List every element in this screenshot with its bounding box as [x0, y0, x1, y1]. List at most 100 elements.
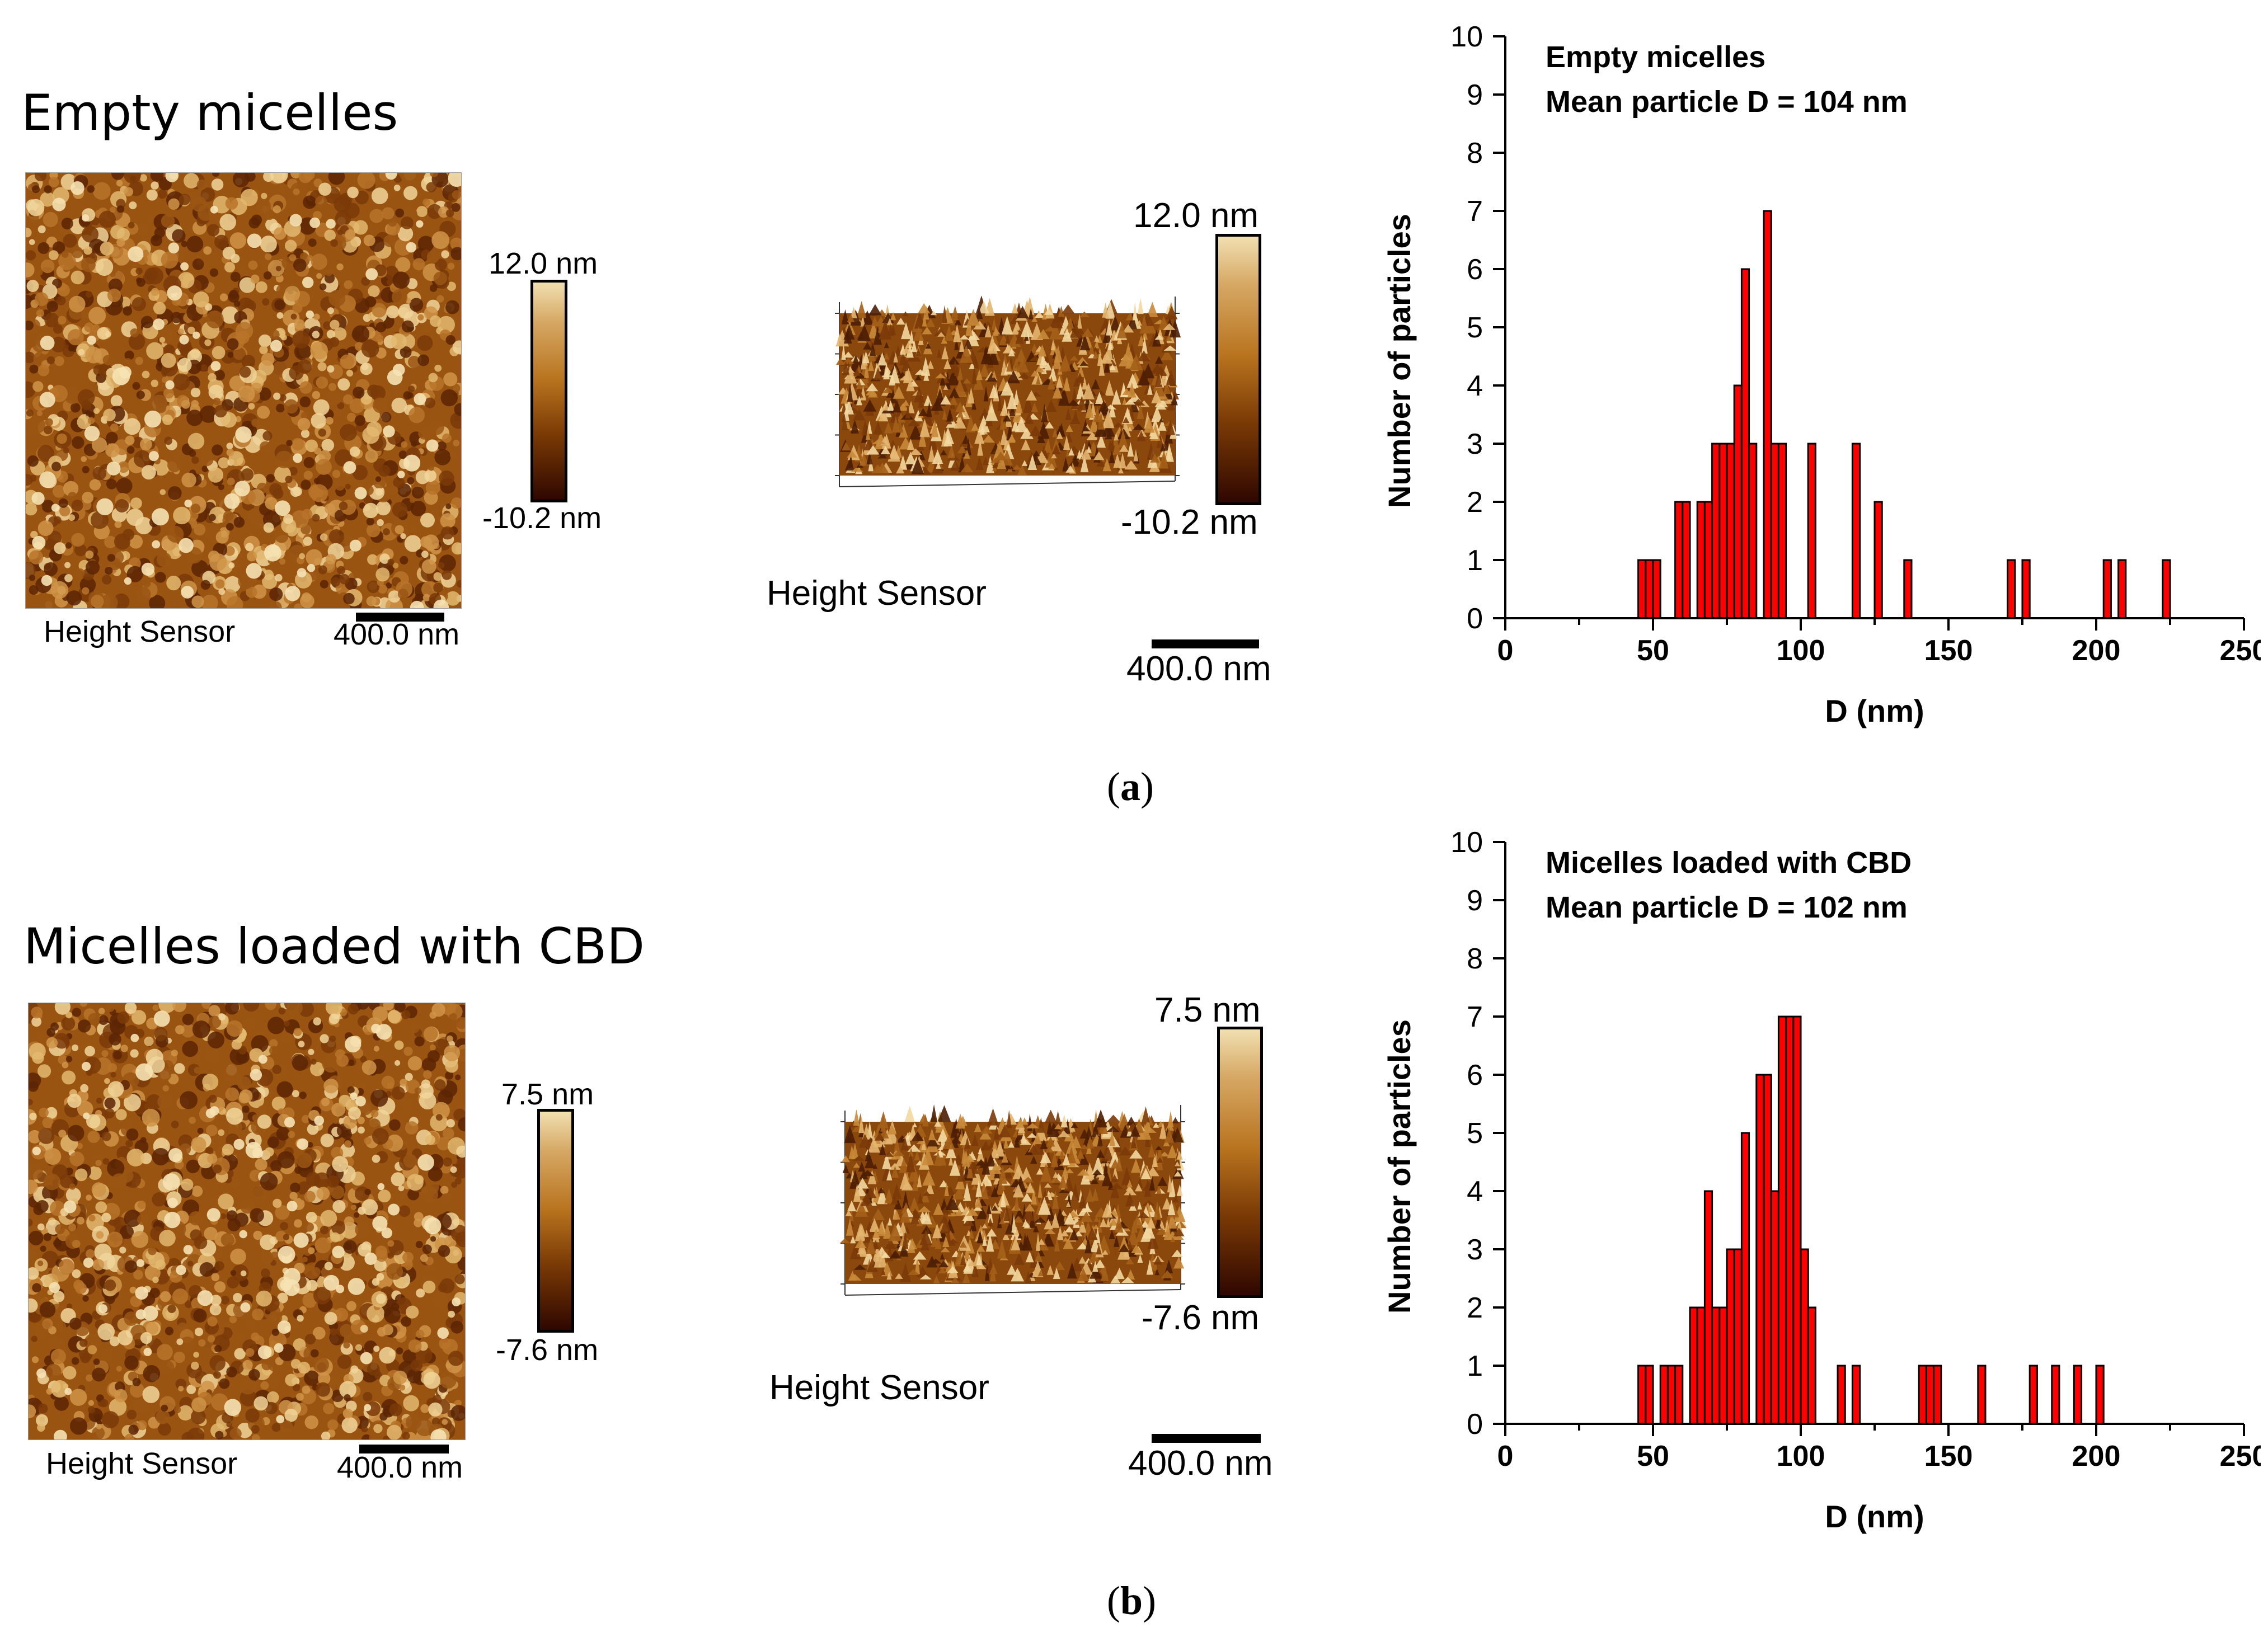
- caption-b: (b): [1107, 1578, 1157, 1623]
- histogram-b-bar-3: [1666, 1365, 1677, 1425]
- histogram-a-ylabel: Number of particles: [1382, 214, 1417, 508]
- histogram-a-annotation-1: Empty micelles: [1546, 40, 1765, 74]
- colorbar-3d-b: [1217, 1027, 1263, 1298]
- histogram-a-bar-22: [2102, 559, 2112, 619]
- scale-label-3d-b: 400.0 nm: [1128, 1444, 1273, 1483]
- histogram-b-bar-17: [1785, 1015, 1795, 1425]
- colorbar-3d-min-a: -10.2 nm: [1121, 503, 1258, 542]
- height-sensor-label-3d-b: Height Sensor: [769, 1368, 989, 1407]
- histogram-a-bar-14: [1770, 443, 1779, 619]
- histogram-a-bar-7: [1711, 443, 1721, 619]
- histogram-b-bar-6: [1696, 1306, 1706, 1425]
- histogram-b-annotation-1: Micelles loaded with CBD: [1546, 846, 1912, 879]
- colorbar-2d-a: [530, 280, 567, 502]
- histogram-a-bar-5: [1696, 501, 1706, 619]
- histogram-b-bar-0: [1637, 1365, 1647, 1425]
- histogram-a-bar-0: [1637, 559, 1647, 619]
- histogram-a-bar-13: [1763, 210, 1772, 619]
- afm-2d-image-a: [25, 172, 462, 609]
- histogram-a-y-tick-label: 1: [1467, 544, 1483, 577]
- histogram-a-bar-17: [1851, 443, 1861, 619]
- scale-bar-3d-a: [1152, 639, 1259, 648]
- histogram-b-y-tick-label: 0: [1467, 1408, 1483, 1441]
- histogram-b-bar-11: [1733, 1248, 1743, 1425]
- histogram-a-y-tick-label: 4: [1467, 370, 1483, 402]
- histogram-b-y-tick-label: 5: [1467, 1117, 1483, 1150]
- histogram-b-bar-7: [1703, 1190, 1713, 1425]
- histogram-b-bar-4: [1674, 1365, 1684, 1425]
- colorbar-3d-max-a: 12.0 nm: [1133, 196, 1259, 235]
- colorbar-2d-b: [537, 1109, 574, 1333]
- histogram-a-x-tick-label: 0: [1497, 634, 1514, 667]
- histogram-b-bar-1: [1645, 1365, 1654, 1425]
- histogram-b-annotation-2: Mean particle D = 102 nm: [1546, 891, 1908, 924]
- histogram-b-bar-14: [1763, 1074, 1772, 1425]
- histogram-b-x-tick-label: 200: [2072, 1440, 2121, 1473]
- scale-bar-2d-b: [359, 1445, 449, 1453]
- histogram-a-bar-20: [2007, 559, 2016, 619]
- histogram-a-y-tick-label: 9: [1467, 79, 1483, 111]
- histogram-a-y-tick-label: 8: [1467, 137, 1483, 170]
- histogram-a-bar-21: [2021, 559, 2031, 619]
- histogram-a-bar-24: [2162, 559, 2171, 619]
- histogram-b-bar-10: [1726, 1248, 1735, 1425]
- histogram-a-x-tick-label: 50: [1637, 634, 1669, 667]
- colorbar-2d-max-a: 12.0 nm: [489, 247, 598, 280]
- histogram-b-bar-23: [1918, 1365, 1927, 1425]
- histogram-a-bar-3: [1674, 501, 1684, 619]
- histogram-a-x-tick-label: 100: [1777, 634, 1825, 667]
- histogram-a-x-tick-label: 200: [2072, 634, 2121, 667]
- histogram-b-y-tick-label: 4: [1467, 1175, 1483, 1208]
- histogram-a-bar-1: [1645, 559, 1654, 619]
- histogram-b-bar-9: [1718, 1306, 1728, 1425]
- histogram-a-y-tick-label: 3: [1467, 428, 1483, 460]
- histogram-b-bar-19: [1800, 1248, 1809, 1425]
- histogram-a-y-tick-label: 10: [1450, 21, 1483, 53]
- histogram-b-y-tick-label: 6: [1467, 1059, 1483, 1092]
- histogram-a-annotation-2: Mean particle D = 104 nm: [1546, 85, 1908, 119]
- histogram-b-y-tick-label: 9: [1467, 885, 1483, 917]
- histogram-a-bar-18: [1873, 501, 1883, 619]
- panel-a-title: Empty micelles: [21, 84, 398, 142]
- histogram-a-y-tick-label: 6: [1467, 253, 1483, 286]
- histogram-a-bar-19: [1903, 559, 1913, 619]
- histogram-b-y-tick-label: 3: [1467, 1234, 1483, 1266]
- histogram-a-bar-15: [1777, 443, 1787, 619]
- histogram-b-bar-26: [1977, 1365, 1987, 1425]
- histogram-a-bar-23: [2117, 559, 2127, 619]
- afm-3d-surface-b: [839, 1104, 1187, 1296]
- histogram-b-bar-25: [1933, 1365, 1942, 1425]
- histogram-a-x-tick-label: 150: [1924, 634, 1973, 667]
- histogram-a-bar-6: [1703, 501, 1713, 619]
- histogram-a-xlabel: D (nm): [1825, 693, 1924, 728]
- histogram-b-x-tick-label: 50: [1637, 1440, 1669, 1473]
- histogram-b-y-tick-label: 8: [1467, 943, 1483, 975]
- height-sensor-label-2d-b: Height Sensor: [46, 1447, 238, 1480]
- histogram-a-bar-4: [1682, 501, 1691, 619]
- histogram-b-bar-24: [1925, 1365, 1935, 1425]
- afm-2d-image-b: [28, 1003, 466, 1440]
- caption-a: (a): [1107, 764, 1154, 809]
- histogram-a-bar-16: [1807, 443, 1816, 619]
- histogram-b-xlabel: D (nm): [1825, 1499, 1924, 1534]
- scale-label-2d-a: 400.0 nm: [334, 618, 460, 651]
- histogram-a-x-tick-label: 250: [2220, 634, 2261, 667]
- colorbar-3d-max-b: 7.5 nm: [1154, 991, 1261, 1029]
- histogram-a-bar-12: [1748, 443, 1758, 619]
- colorbar-2d-min-a: -10.2 nm: [482, 501, 602, 535]
- scale-label-2d-b: 400.0 nm: [337, 1451, 463, 1484]
- histogram-b-y-tick-label: 7: [1467, 1001, 1483, 1033]
- histogram-b-bar-12: [1740, 1132, 1750, 1425]
- histogram-b-bar-21: [1837, 1365, 1846, 1425]
- histogram-b-bar-18: [1792, 1015, 1802, 1425]
- histogram-b-y-tick-label: 10: [1450, 826, 1483, 859]
- panel-b-title: Micelles loaded with CBD: [24, 918, 645, 975]
- histogram-a-bar-2: [1652, 559, 1661, 619]
- histogram-b-x-tick-label: 250: [2220, 1440, 2261, 1473]
- afm-3d-surface-a: [835, 295, 1181, 487]
- histogram-b-bar-15: [1770, 1190, 1779, 1425]
- histogram-b-bar-16: [1777, 1015, 1787, 1425]
